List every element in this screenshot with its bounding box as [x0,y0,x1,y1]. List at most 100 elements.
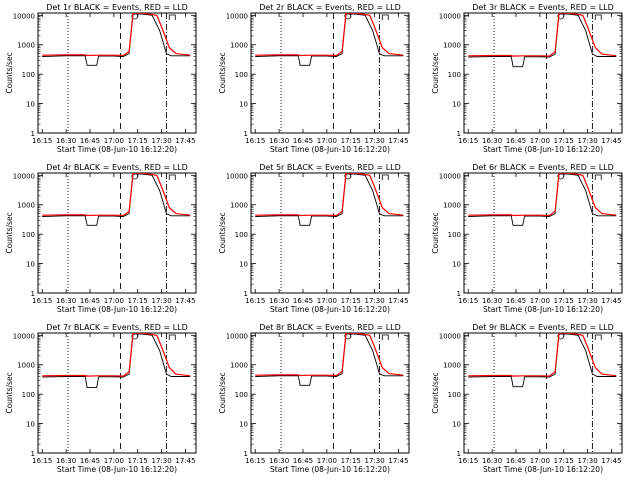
plot-frame [250,172,410,294]
y-tick-label: 1000 [443,362,461,370]
x-tick-label: 17:00 [104,137,124,145]
x-axis-label: Start Time (08-Jun-10 16:12:20) [270,305,390,314]
x-tick-label: 17:00 [317,297,337,305]
y-tick-label: 100 [235,231,248,239]
x-tick-label: 17:45 [601,297,621,305]
x-tick-label: 16:30 [56,297,76,305]
x-tick-label: 17:30 [152,297,172,305]
series-events-line [42,173,191,226]
x-axis-label: Start Time (08-Jun-10 16:12:20) [57,145,177,154]
panel-title: Det 2r BLACK = Events, RED = LLD [259,3,401,12]
series-lld-line [42,173,191,217]
x-tick-label: 16:15 [32,457,52,465]
x-tick-label: 17:00 [530,457,550,465]
panel-title: Det 9r BLACK = Events, RED = LLD [472,323,614,332]
panel-title: Det 5r BLACK = Events, RED = LLD [259,163,401,172]
x-tick-label: 16:45 [506,457,526,465]
plot-frame [37,332,197,454]
series-events-line [255,13,404,66]
x-tick-label: 17:15 [554,137,574,145]
y-axis-label: Counts/sec [431,212,440,253]
panel-title: Det 4r BLACK = Events, RED = LLD [46,163,188,172]
x-axis-label: Start Time (08-Jun-10 16:12:20) [483,145,603,154]
y-tick-label: 100 [22,391,35,399]
x-tick-label: 16:15 [458,297,478,305]
series-lld-line [468,333,617,377]
panel-title: Det 3r BLACK = Events, RED = LLD [472,3,614,12]
panel-4: Det 4r BLACK = Events, RED = LLD 16:15 16:… [5,163,197,314]
x-tick-label: 17:45 [175,457,195,465]
y-axis-label: Counts/sec [218,212,227,253]
x-tick-label: 16:45 [506,137,526,145]
series-events-line [468,333,617,388]
y-tick-label: 100 [448,71,461,79]
x-axis-label: Start Time (08-Jun-10 16:12:20) [57,465,177,474]
plot-frame [463,12,623,134]
x-tick-label: 16:15 [458,137,478,145]
panel-title: Det 6r BLACK = Events, RED = LLD [472,163,614,172]
x-tick-label: 16:45 [293,457,313,465]
y-tick-label: 10 [452,101,461,109]
x-tick-label: 16:45 [506,297,526,305]
y-tick-label: 100 [235,71,248,79]
y-tick-label: 10 [26,421,35,429]
interval-marker [381,334,389,340]
x-tick-label: 17:00 [104,297,124,305]
x-tick-label: 17:00 [317,137,337,145]
y-tick-label: 100 [448,391,461,399]
x-tick-label: 17:45 [601,137,621,145]
y-tick-label: 1 [244,130,248,138]
series-lld-line [42,13,191,57]
y-axis-label: Counts/sec [218,52,227,93]
interval-marker [168,174,176,180]
plot-frame [250,332,410,454]
plot-frame [463,172,623,294]
y-tick-label: 1000 [443,42,461,50]
panel-2: Det 2r BLACK = Events, RED = LLD 16:15 16:… [218,3,410,154]
y-tick-label: 10000 [226,172,248,180]
y-axis-label: Counts/sec [5,372,14,413]
x-tick-label: 16:45 [293,137,313,145]
y-tick-label: 1000 [230,42,248,50]
x-tick-label: 16:30 [56,137,76,145]
x-tick-label: 17:15 [128,457,148,465]
interval-marker [594,14,602,20]
y-tick-label: 1 [457,290,461,298]
x-tick-label: 16:15 [245,457,265,465]
x-tick-label: 17:30 [578,457,598,465]
series-lld-line [255,13,404,57]
x-tick-label: 16:15 [245,297,265,305]
x-tick-label: 16:30 [482,137,502,145]
x-tick-label: 16:15 [458,457,478,465]
y-tick-label: 10 [26,261,35,269]
x-tick-label: 17:30 [152,457,172,465]
x-tick-label: 16:15 [32,137,52,145]
x-tick-label: 16:45 [80,297,100,305]
panel-title: Det 7r BLACK = Events, RED = LLD [46,323,188,332]
x-tick-label: 16:45 [293,297,313,305]
x-tick-label: 16:30 [269,137,289,145]
y-tick-label: 100 [448,231,461,239]
series-events-line [468,173,617,226]
y-tick-label: 1 [244,450,248,458]
x-tick-label: 17:45 [175,137,195,145]
panel-8: Det 8r BLACK = Events, RED = LLD 16:15 16:… [218,323,410,474]
series-events-line [468,13,617,68]
y-axis-label: Counts/sec [431,372,440,413]
y-tick-label: 10 [239,261,248,269]
series-events-line [255,333,404,386]
series-lld-line [255,333,404,377]
x-tick-label: 17:30 [365,297,385,305]
y-tick-label: 100 [22,71,35,79]
x-tick-label: 17:15 [128,297,148,305]
interval-marker [168,14,176,20]
x-axis-label: Start Time (08-Jun-10 16:12:20) [57,305,177,314]
panel-7: Det 7r BLACK = Events, RED = LLD 16:15 16:… [5,323,197,474]
panel-9: Det 9r BLACK = Events, RED = LLD 16:15 16:… [431,323,623,474]
y-tick-label: 1 [31,450,35,458]
plot-frame [463,332,623,454]
x-tick-label: 17:15 [341,137,361,145]
y-tick-label: 10 [452,421,461,429]
x-tick-label: 17:15 [341,297,361,305]
y-tick-label: 1000 [17,202,35,210]
